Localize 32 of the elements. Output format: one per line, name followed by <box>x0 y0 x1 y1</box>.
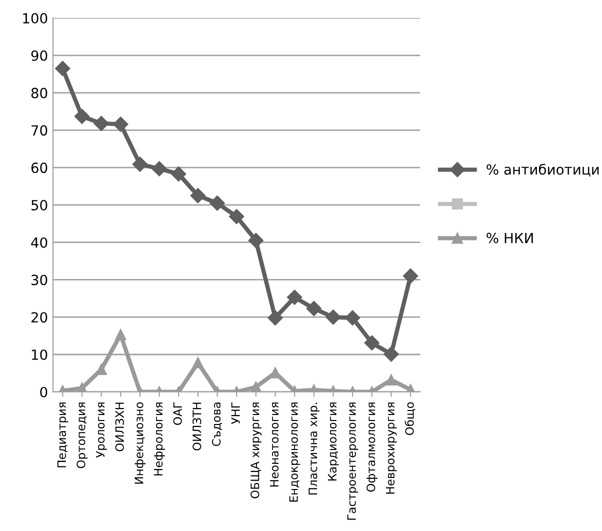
x-tick-label: Неонатология <box>270 402 279 487</box>
y-tick-label: 60 <box>31 162 48 174</box>
x-tick-label: Кардиология <box>328 402 339 480</box>
y-tick-label: 50 <box>32 200 48 210</box>
y-tick-label: 0 <box>40 386 48 398</box>
y-tick-label: 20 <box>31 312 48 323</box>
x-tick-label: Педиатрия <box>57 402 68 468</box>
x-tick-label: Пластична хир. <box>308 402 320 494</box>
x-tick-label: ОБЩА хирургия <box>250 402 262 498</box>
x-tick-label: Ендокринология <box>289 402 300 502</box>
legend-label: % НКИ <box>486 232 533 244</box>
x-tick-label: Офталмология <box>366 402 378 492</box>
x-tick-label: ОАГ <box>173 402 182 425</box>
y-tick-label: 90 <box>31 50 48 61</box>
legend-label: % антибиотици <box>486 164 599 176</box>
x-tick-label: Ортопедия <box>76 402 88 468</box>
y-tick-label: 40 <box>31 237 48 248</box>
x-tick-label: Гастроентерология <box>347 402 358 520</box>
x-tick-label: ОИЛЗХН <box>115 402 124 452</box>
x-tick-label: Общо <box>404 402 416 436</box>
x-tick-label: УНГ <box>231 402 240 424</box>
x-tick-label: Неврохирургия <box>386 402 397 494</box>
y-tick-label: 80 <box>31 88 48 98</box>
y-tick-label: 70 <box>32 125 48 136</box>
x-tick-label: Инфекциозно <box>134 402 146 484</box>
y-tick-label: 10 <box>32 349 48 360</box>
x-tick-label: Нефрология <box>154 402 165 476</box>
y-tick-label: 30 <box>32 274 48 286</box>
y-tick-label: 100 <box>23 13 48 24</box>
x-tick-label: Съдова <box>212 402 222 446</box>
x-tick-label: ОИЛЗТН <box>192 402 202 450</box>
x-tick-label: Урология <box>96 402 107 458</box>
